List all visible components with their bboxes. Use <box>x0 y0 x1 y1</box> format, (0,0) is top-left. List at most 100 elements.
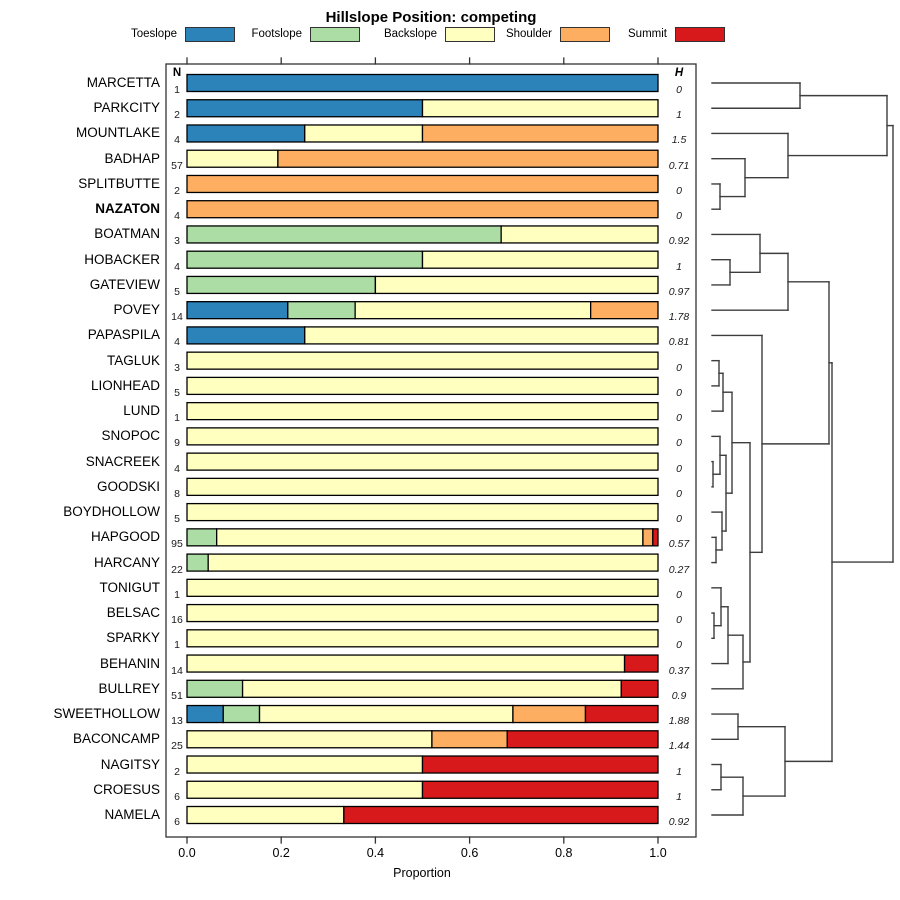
h-value-lionhead: 0 <box>676 386 682 399</box>
row-label-boydhollow: BOYDHOLLOW <box>63 504 160 520</box>
bar-row-lund <box>186 401 659 421</box>
h-value-mountlake: 1.5 <box>671 134 687 147</box>
bar-segment-shoulder <box>431 730 508 749</box>
bar-segment-backslope <box>207 553 659 572</box>
row-label-baconcamp: BACONCAMP <box>72 731 160 747</box>
bar-segment-backslope <box>304 124 424 143</box>
x-tick-label-0.2: 0.2 <box>272 846 290 860</box>
h-value-lund: 0 <box>676 412 682 425</box>
bar-segment-backslope <box>216 528 644 547</box>
bar-segment-backslope <box>186 755 424 774</box>
bar-segment-backslope <box>186 780 424 799</box>
h-value-papaspila: 0.81 <box>668 336 690 349</box>
bars-group <box>186 73 659 825</box>
row-label-goodski: GOODSKI <box>96 478 160 494</box>
h-value-hapgood: 0.57 <box>668 538 690 551</box>
bar-row-povey <box>186 301 659 320</box>
bar-segment-backslope <box>421 250 659 269</box>
bar-segment-shoulder <box>512 704 587 724</box>
bar-segment-backslope <box>186 730 433 749</box>
n-value-tonigut: 1 <box>174 588 180 601</box>
legend-swatch-backslope <box>445 27 495 42</box>
h-value-sparky: 0 <box>676 639 682 652</box>
row-label-badhap: BADHAP <box>104 150 160 166</box>
n-value-mountlake: 4 <box>174 134 180 147</box>
row-label-nazaton: NAZATON <box>95 201 160 217</box>
n-value-povey: 14 <box>171 311 183 324</box>
n-value-splitbutte: 2 <box>174 184 180 197</box>
h-value-baconcamp: 1.44 <box>668 740 690 753</box>
bar-segment-summit <box>343 805 659 825</box>
bar-segment-toeslope <box>186 326 306 345</box>
bar-segment-backslope <box>186 452 659 471</box>
row-label-harcany: HARCANY <box>93 554 160 570</box>
n-value-lund: 1 <box>174 412 180 425</box>
row-label-tonigut: TONIGUT <box>99 579 161 595</box>
h-value-snopoc: 0 <box>676 437 682 450</box>
row-label-snopoc: SNOPOC <box>101 428 160 444</box>
n-value-hobacker: 4 <box>174 260 180 273</box>
row-label-belsac: BELSAC <box>106 605 160 621</box>
bar-segment-shoulder <box>642 528 654 547</box>
bar-segment-footslope <box>186 250 424 269</box>
bar-row-belsac <box>186 603 659 623</box>
n-value-boydhollow: 5 <box>174 513 180 526</box>
bar-segment-footslope <box>186 679 244 698</box>
bar-row-papaspila <box>186 326 659 345</box>
bar-segment-backslope <box>241 679 622 698</box>
row-label-croesus: CROESUS <box>93 781 160 797</box>
bar-segment-backslope <box>186 629 659 648</box>
bar-row-tagluk <box>186 351 659 370</box>
bar-segment-shoulder <box>186 174 659 194</box>
legend-label-backslope: Backslope <box>383 28 437 40</box>
legend-label-shoulder: Shoulder <box>505 28 552 40</box>
bar-row-marcetta <box>186 73 659 93</box>
h-value-goodski: 0 <box>676 487 682 500</box>
bar-segment-backslope <box>186 376 659 396</box>
n-value-papaspila: 4 <box>174 336 180 349</box>
n-value-baconcamp: 25 <box>171 740 183 753</box>
bar-segment-shoulder <box>186 200 659 219</box>
h-value-croesus: 1 <box>676 790 682 803</box>
bar-segment-backslope <box>186 427 659 446</box>
n-column-header: N <box>172 67 182 79</box>
bar-segment-footslope <box>222 704 261 724</box>
bar-segment-toeslope <box>186 124 306 143</box>
h-value-sweethollow: 1.88 <box>668 715 690 728</box>
n-value-gateview: 5 <box>174 285 180 298</box>
bar-row-mountlake <box>186 124 659 143</box>
n-value-parkcity: 2 <box>174 109 180 122</box>
bar-row-namela <box>186 805 659 825</box>
bar-segment-toeslope <box>186 704 224 724</box>
legend-swatch-summit <box>675 27 725 42</box>
bar-segment-summit <box>620 679 659 698</box>
bar-row-hobacker <box>186 250 659 269</box>
bar-segment-backslope <box>186 351 659 370</box>
n-value-boatman: 3 <box>174 235 180 248</box>
bar-row-nazaton <box>186 200 659 219</box>
h-value-badhap: 0.71 <box>668 159 690 172</box>
bar-segment-backslope <box>186 805 345 825</box>
bar-row-sweethollow <box>186 704 659 724</box>
row-label-tagluk: TAGLUK <box>106 352 160 368</box>
bar-segment-footslope <box>287 301 356 320</box>
bar-segment-shoulder <box>421 124 659 143</box>
bar-row-snacreek <box>186 452 659 471</box>
row-label-nagitsy: NAGITSY <box>100 756 160 772</box>
n-value-nagitsy: 2 <box>174 765 180 778</box>
bar-segment-toeslope <box>186 99 424 118</box>
h-value-parkcity: 1 <box>676 109 682 122</box>
h-value-namela: 0.92 <box>668 816 690 828</box>
h-value-hobacker: 1 <box>676 260 682 273</box>
h-value-boydhollow: 0 <box>676 513 682 526</box>
n-value-harcany: 22 <box>171 563 183 576</box>
h-value-snacreek: 0 <box>676 462 682 475</box>
chart-title: Hillslope Position: competing <box>325 9 537 26</box>
bar-row-snopoc <box>186 427 659 446</box>
bar-segment-summit <box>623 654 659 673</box>
bar-row-croesus <box>186 780 659 799</box>
n-value-belsac: 16 <box>171 614 183 627</box>
x-tick-label-1.0: 1.0 <box>649 846 667 860</box>
